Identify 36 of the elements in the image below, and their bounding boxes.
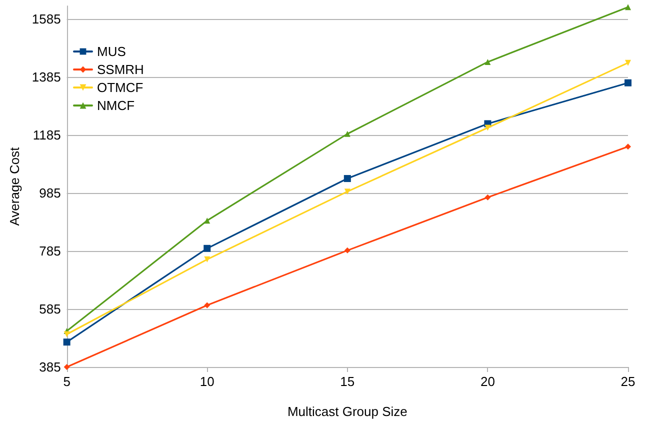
legend-label: OTMCF [97,80,144,95]
legend-label: SSMRH [97,62,144,77]
point [344,188,350,195]
point [63,338,70,346]
legend-label: MUS [97,44,126,59]
y-tick-label: 985 [39,186,61,201]
point [484,124,491,131]
point [625,144,631,150]
point [344,175,351,182]
point [625,4,631,10]
y-tick-label: 1585 [32,12,61,27]
point [64,364,70,370]
y-tick-label: 585 [39,302,61,317]
y-tick-label: 785 [39,244,61,259]
point [204,256,210,262]
y-axis-title: Average Cost [7,146,22,226]
point [625,60,631,66]
point [484,194,491,200]
point [64,331,70,338]
x-axis-title: Multicast Group Size [287,404,408,419]
legend-label: NMCF [97,98,135,113]
y-tick-label: 385 [39,360,61,374]
x-tick-label: 20 [480,374,495,389]
point [484,58,491,65]
x-tick-label: 10 [200,374,214,389]
y-tick-label: 1385 [32,70,61,85]
point [204,218,210,224]
point [204,244,211,252]
point [344,130,350,137]
point [624,79,632,86]
x-tick-label: 5 [63,374,70,389]
x-tick-label: 15 [340,374,355,389]
y-tick-label: 1185 [32,128,61,143]
x-tick-label: 25 [620,374,636,389]
point [204,302,210,308]
point [344,247,350,254]
